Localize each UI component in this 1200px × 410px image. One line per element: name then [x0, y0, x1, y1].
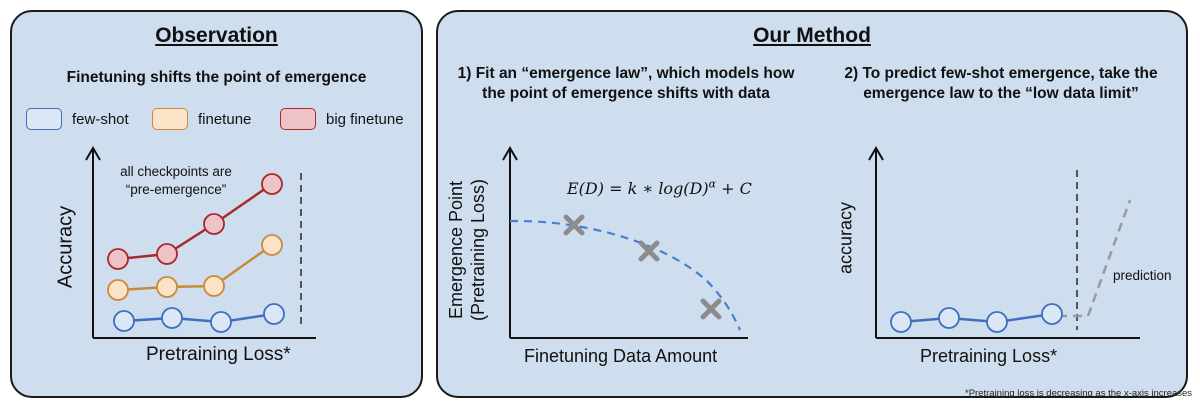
- big-finetune-point: [156, 243, 178, 265]
- big-finetune-point: [203, 213, 225, 235]
- few-shot-point: [113, 310, 135, 332]
- big-finetune-point: [261, 173, 283, 195]
- footnote: *Pretraining loss is decreasing as the x…: [965, 388, 1193, 399]
- method-panel: [436, 10, 1188, 398]
- legend-big-finetune-label: big finetune: [326, 110, 404, 128]
- observation-subtitle: Finetuning shifts the point of emergence: [66, 69, 367, 86]
- finetune-point: [261, 234, 283, 256]
- prediction-chart-axes: [868, 146, 1140, 339]
- big-finetune-point: [107, 248, 129, 270]
- few-shot-point: [263, 303, 285, 325]
- finetune-line: [117, 243, 273, 292]
- prediction-few-shot-line: [900, 312, 1053, 324]
- emergence-law-formula: E(D) = k ∗ log(D)α + C: [567, 178, 752, 198]
- prediction-few-shot-point: [986, 311, 1008, 333]
- few-shot-swatch: [26, 108, 62, 130]
- annotation-line-2: “pre-emergence”: [125, 182, 227, 197]
- step-1-line-2: the point of emergence shifts with data: [482, 85, 770, 102]
- fit-point-marker: [563, 214, 585, 236]
- big-finetune-line: [117, 182, 273, 261]
- few-shot-point: [161, 307, 183, 329]
- finetune-point: [107, 279, 129, 301]
- prediction-few-shot-point: [938, 307, 960, 329]
- left-x-axis-label: Pretraining Loss*: [146, 344, 291, 365]
- step-2-line-2: emergence law to the “low data limit”: [863, 85, 1139, 102]
- prediction-y-axis-arrow: [868, 146, 884, 161]
- left-chart-axes: [85, 146, 316, 339]
- observation-title: Observation: [155, 24, 278, 47]
- right-pretraining-loss-label: Pretraining Loss*: [920, 346, 1058, 366]
- finetune-point: [203, 275, 225, 297]
- step-1-line-1: 1) Fit an “emergence law”, which models …: [457, 65, 795, 82]
- finetune-swatch: [152, 108, 188, 130]
- emergence-law-axes: [502, 146, 748, 339]
- step-2-text: 2) To predict few-shot emergence, take t…: [816, 64, 1186, 104]
- prediction-few-shot-point: [1041, 303, 1063, 325]
- method-title: Our Method: [753, 24, 871, 47]
- pre-emergence-annotation: all checkpoints are “pre-emergence”: [106, 163, 246, 199]
- emergence-y-axis-arrow: [502, 146, 518, 161]
- formula-text: E(D) = k ∗ log(D)α + C: [567, 178, 752, 199]
- finetune-point: [156, 276, 178, 298]
- fit-point-marker: [638, 240, 660, 262]
- few-shot-point: [210, 311, 232, 333]
- legend-finetune-label: finetune: [198, 110, 252, 128]
- step-2-line-1: 2) To predict few-shot emergence, take t…: [844, 65, 1158, 82]
- prediction-few-shot-point: [890, 311, 912, 333]
- formula-exponent: α: [708, 178, 717, 191]
- left-y-axis-arrow: [85, 146, 101, 161]
- observation-panel: [10, 10, 423, 398]
- annotation-line-1: all checkpoints are: [120, 164, 232, 179]
- step-1-text: 1) Fit an “emergence law”, which models …: [438, 64, 814, 104]
- legend-finetune: finetune: [152, 108, 251, 130]
- prediction-curve: [1058, 199, 1132, 318]
- legend-big-finetune: big finetune: [280, 108, 404, 130]
- finetuning-data-axis-label: Finetuning Data Amount: [524, 346, 718, 366]
- fit-point-markers: [563, 214, 722, 320]
- big-finetune-swatch: [280, 108, 316, 130]
- few-shot-line: [123, 312, 275, 324]
- prediction-label: prediction: [1113, 268, 1172, 283]
- fit-point-marker: [700, 298, 722, 320]
- legend-few-shot-label: few-shot: [72, 110, 129, 128]
- legend-few-shot: few-shot: [26, 108, 129, 130]
- emergence-law-curve: [509, 219, 742, 331]
